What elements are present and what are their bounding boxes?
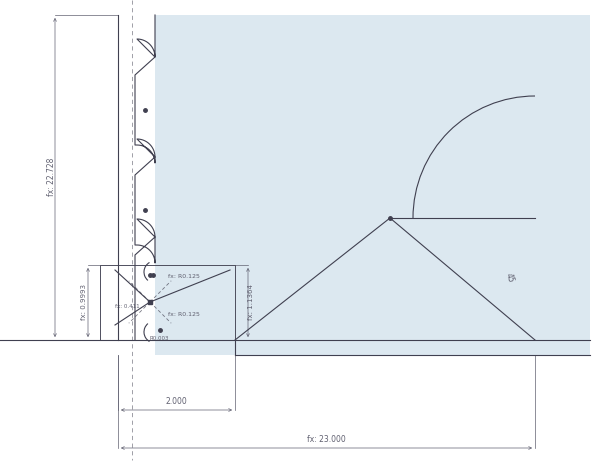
Bar: [155, 15, 590, 340]
Bar: [100, 265, 235, 340]
Text: fx: 22.728: fx: 22.728: [47, 158, 56, 196]
Text: fx: 0.411: fx: 0.411: [115, 304, 140, 309]
Bar: [155, 15, 590, 355]
Text: 45: 45: [504, 272, 516, 284]
Text: R0.003: R0.003: [150, 336, 170, 341]
Bar: [235, 340, 590, 355]
Text: fx: R0.125: fx: R0.125: [168, 312, 200, 317]
Text: fx: R0.125: fx: R0.125: [168, 274, 200, 279]
Text: fx: 23.000: fx: 23.000: [307, 435, 346, 444]
Text: fx: 0.9993: fx: 0.9993: [81, 284, 87, 320]
Text: fx: 1.1364: fx: 1.1364: [248, 284, 254, 320]
Bar: [0, 0, 155, 471]
Text: 2.000: 2.000: [166, 397, 187, 406]
